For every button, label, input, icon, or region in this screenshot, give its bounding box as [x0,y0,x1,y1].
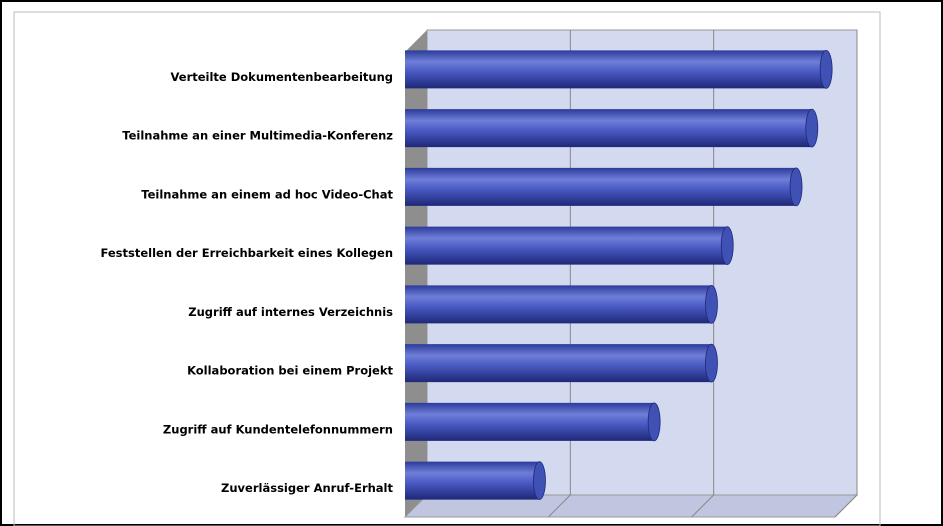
floor-grid-line [547,494,571,518]
bar [405,402,661,441]
y-tick-label: Teilnahme an einem ad hoc Video-Chat [141,187,393,201]
bar-cap [789,167,803,207]
floor-grid-line [834,494,858,518]
side-wall [405,30,427,517]
bar [405,167,803,206]
y-tick-label: Zugriff auf Kundentelefonnummern [163,422,393,436]
bar-cap [805,108,819,148]
bar-cap [647,402,661,442]
y-tick-label: Verteilte Dokumentenbearbeitung [171,70,394,84]
bar [405,285,718,324]
bar [405,461,546,500]
bar-cap [720,226,734,266]
bar-cap [819,49,833,89]
y-tick-label: Zugriff auf internes Verzeichnis [188,305,393,319]
y-tick-label: Zuverlässiger Anruf-Erhalt [221,481,393,495]
bar [405,109,818,148]
bar [405,344,718,383]
floor-grid-line [691,494,715,518]
bar-cap [705,343,718,383]
bar [405,226,734,265]
chart-border [13,11,881,526]
y-tick-label: Feststellen der Erreichbarkeit eines Kol… [100,246,393,260]
bar-cap [705,284,718,324]
y-tick-label: Teilnahme an einer Multimedia-Konferenz [122,129,393,143]
bar-cap [533,461,546,501]
bar [405,50,833,89]
y-tick-label: Kollaboration bei einem Projekt [187,364,393,378]
